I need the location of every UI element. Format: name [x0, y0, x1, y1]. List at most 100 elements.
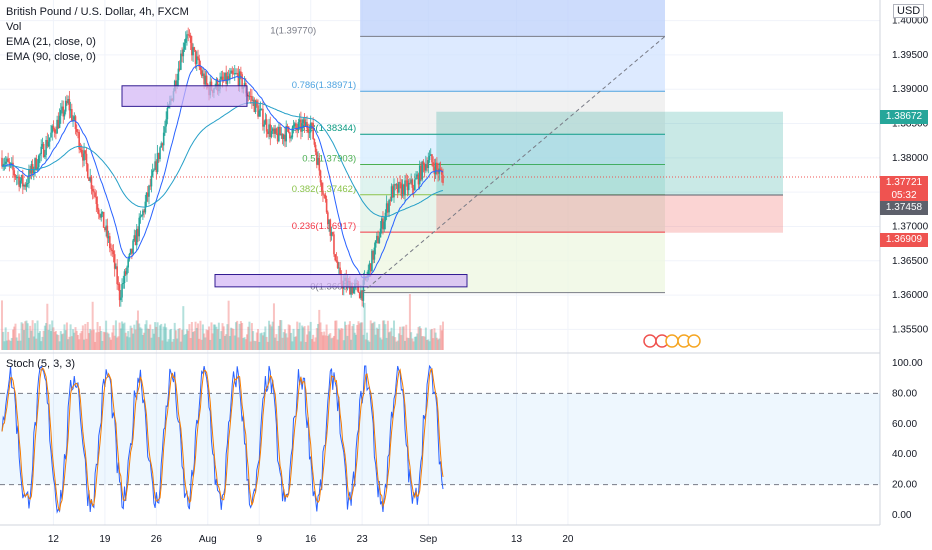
candle-body: [20, 175, 23, 181]
volume-bar: [138, 323, 141, 350]
volume-bar: [252, 331, 255, 350]
price-tag-last: 1.37721: [880, 176, 928, 190]
candle-body: [24, 185, 27, 187]
volume-bar: [206, 330, 209, 350]
time-tick-label: Aug: [199, 534, 217, 545]
volume-bar: [38, 331, 41, 350]
volume-bar: [330, 338, 333, 350]
volume-bar: [63, 324, 66, 350]
volume-bar: [368, 341, 371, 350]
volume-bar: [337, 328, 340, 350]
candle-body: [117, 284, 120, 285]
price-tick-label: 1.36000: [892, 290, 929, 301]
volume-bar: [421, 336, 424, 350]
volume-bar: [369, 320, 372, 350]
candle-body: [225, 72, 227, 84]
volume-bar: [288, 325, 291, 350]
volume-legend: Vol: [6, 21, 22, 33]
stoch-legend: Stoch (5, 3, 3): [6, 358, 76, 370]
candle-body: [418, 165, 421, 185]
candle-body: [166, 107, 169, 120]
candle-body: [281, 133, 284, 140]
candle-body: [60, 110, 62, 116]
candle-body: [186, 34, 188, 39]
volume-bar: [150, 337, 153, 350]
candle-body: [271, 128, 274, 132]
candle-body: [194, 50, 197, 64]
volume-bar: [184, 333, 187, 350]
axes: 1.400001.395001.390001.385001.380001.375…: [48, 16, 929, 545]
candle-body: [47, 141, 50, 147]
candle-body: [66, 100, 68, 104]
volume-bar: [179, 341, 182, 350]
candle-body: [159, 147, 161, 160]
volume-bar: [432, 338, 435, 350]
volume-bar: [210, 322, 213, 350]
volume-bar: [1, 300, 3, 350]
candle-body: [19, 180, 22, 187]
candle-body: [434, 162, 437, 175]
volume-bar: [107, 333, 110, 350]
candle-body: [181, 53, 183, 57]
volume-bar: [261, 335, 264, 350]
candle-body: [297, 122, 300, 131]
volume-bar: [105, 320, 108, 350]
volume-bar: [416, 333, 419, 350]
volume-bar: [73, 332, 76, 350]
candle-body: [323, 194, 325, 196]
candle-body: [390, 186, 393, 201]
candle-body: [68, 99, 71, 111]
candle-body: [357, 284, 360, 293]
candle-body: [182, 49, 185, 57]
candle-body: [229, 73, 231, 79]
volume-bar: [140, 328, 143, 350]
candle-body: [414, 179, 416, 191]
candle-body: [193, 47, 196, 51]
candle-body: [85, 153, 88, 165]
candle-body: [77, 131, 79, 133]
candle-body: [327, 212, 329, 225]
volume-bar: [385, 337, 388, 350]
volume-bar: [364, 339, 367, 350]
volume-bar: [418, 326, 421, 350]
candle-body: [215, 79, 218, 88]
volume-bar: [317, 323, 320, 350]
economic-event-icon: [687, 334, 701, 348]
time-tick-label: 13: [511, 534, 523, 545]
volume-bar: [108, 337, 111, 350]
currency-label[interactable]: USD: [893, 4, 925, 18]
volume-bar: [379, 337, 382, 350]
ema21-legend: EMA (21, close, 0): [6, 36, 96, 48]
candle-body: [324, 194, 327, 200]
candle-body: [318, 157, 321, 171]
candle-body: [292, 126, 295, 128]
volume-bar: [302, 327, 305, 350]
candle-body: [111, 249, 114, 252]
candle-body: [377, 235, 379, 244]
candle-body: [287, 126, 290, 133]
price-tick-label: 1.39000: [892, 84, 929, 95]
volume-bar: [335, 320, 338, 350]
volume-bar: [239, 321, 242, 350]
candle-body: [137, 228, 139, 237]
candle-body: [129, 248, 132, 254]
volume-bar: [146, 328, 149, 350]
time-tick-label: 26: [151, 534, 163, 545]
fib-zone: [360, 36, 665, 92]
volume-bar: [268, 320, 271, 350]
price-tick-label: 1.40000: [892, 16, 929, 27]
volume-bar: [378, 324, 381, 350]
candle-body: [9, 163, 12, 165]
price-tag-countdown: 05:32: [880, 189, 928, 203]
candle-body: [429, 154, 432, 156]
candle-body: [302, 119, 305, 124]
candle-body: [126, 267, 128, 275]
candle-body: [90, 176, 93, 189]
volume-bar: [13, 326, 16, 350]
volume-bar: [279, 320, 282, 350]
candle-body: [95, 196, 98, 205]
candle-body: [410, 179, 412, 183]
volume-bar: [241, 322, 244, 350]
stochastic-pane: [0, 364, 880, 514]
